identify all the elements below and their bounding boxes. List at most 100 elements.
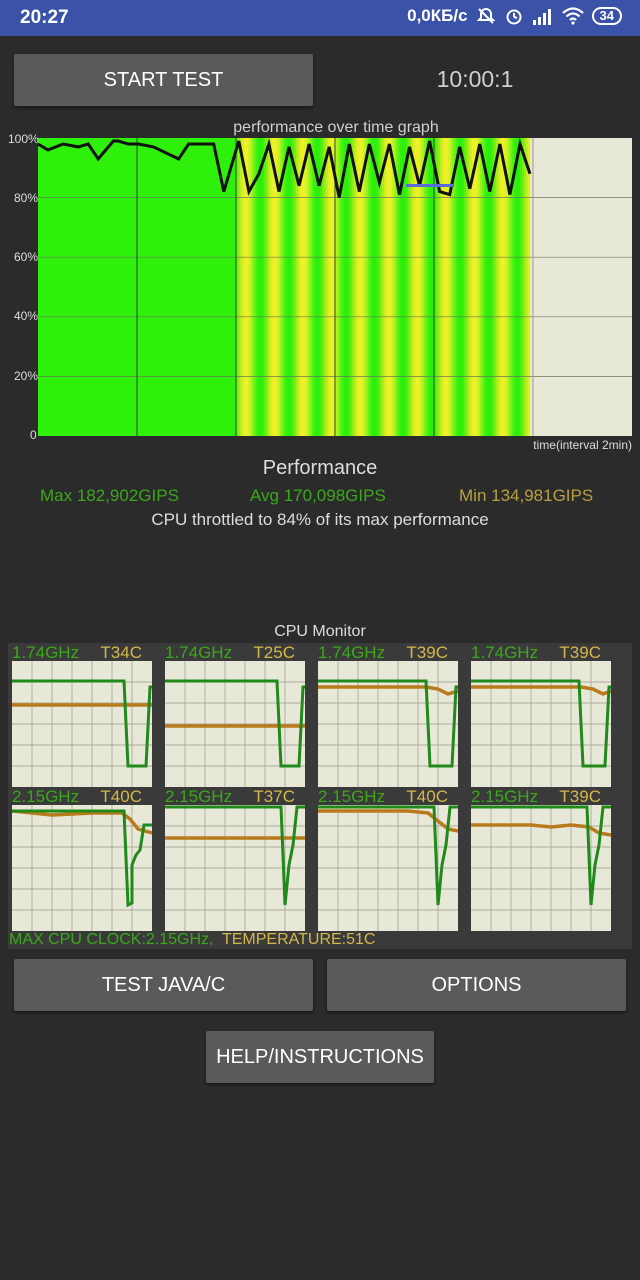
perf-band [150, 138, 153, 436]
perf-band [368, 138, 371, 436]
perf-band [120, 138, 123, 436]
perf-band [138, 138, 141, 436]
core-temp-line [318, 685, 459, 696]
perf-band [62, 138, 65, 436]
core-plot [471, 805, 612, 931]
performance-graph-svg [37, 138, 632, 436]
perf-band [476, 138, 479, 436]
graph-title: performance over time graph [233, 119, 439, 136]
perf-band [352, 138, 355, 436]
perf-band [186, 138, 189, 436]
perf-band [44, 138, 47, 436]
net-speed: 0,0КБ/с [407, 6, 468, 25]
perf-band [330, 138, 333, 436]
perf-band [296, 138, 299, 436]
perf-band [234, 138, 237, 436]
perf-band [86, 138, 89, 436]
core-temperature: T40C [100, 787, 142, 806]
perf-band [390, 138, 393, 436]
perf-band [364, 138, 367, 436]
perf-band [526, 138, 529, 436]
signal-icon [532, 9, 551, 25]
perf-band [308, 138, 311, 436]
core-plot-svg [11, 805, 153, 931]
perf-band [376, 138, 379, 436]
core-plot-svg [471, 805, 612, 931]
perf-band [430, 138, 433, 436]
core-freq-line [318, 679, 458, 768]
perf-band [396, 138, 399, 436]
perf-band [106, 138, 109, 436]
start-test-button[interactable]: START TEST [14, 54, 313, 106]
perf-band [398, 138, 401, 436]
perf-band [516, 138, 519, 436]
core-freq-line [165, 679, 305, 768]
perf-band [424, 138, 427, 436]
perf-band [314, 138, 317, 436]
core-plot [12, 661, 152, 787]
perf-band [270, 138, 273, 436]
perf-band [252, 138, 255, 436]
options-button[interactable]: OPTIONS [327, 959, 626, 1011]
perf-band [254, 138, 257, 436]
perf-band [82, 138, 85, 436]
core-freq-line [318, 805, 458, 906]
perf-band [524, 138, 527, 436]
perf-band [60, 138, 63, 436]
perf-band [166, 138, 169, 436]
core-plot-svg [318, 805, 459, 931]
perf-band [402, 138, 405, 436]
core-plot [318, 661, 459, 787]
perf-band [474, 138, 477, 436]
perf-band [288, 138, 291, 436]
perf-band [198, 138, 201, 436]
perf-band [512, 138, 515, 436]
core-freq-line [471, 805, 611, 906]
perf-band [394, 138, 397, 436]
cpu-core-2: 1.74GHz T39C [314, 643, 459, 788]
perf-band [190, 138, 193, 436]
perf-band [224, 138, 227, 436]
perf-band [436, 138, 439, 436]
perf-band [452, 138, 455, 436]
perf-band [440, 138, 443, 436]
perf-band [278, 138, 281, 436]
core-plot-svg [318, 661, 459, 787]
perf-band [470, 138, 473, 436]
core-frequency: 2.15GHz [12, 787, 80, 806]
perf-band [140, 138, 143, 436]
perf-band [486, 138, 489, 436]
max-performance: Max 182,902GIPS [40, 486, 179, 505]
perf-band [260, 138, 263, 436]
cpu-core-5: 2.15GHz T37C [161, 787, 305, 932]
perf-band [400, 138, 403, 436]
min-performance: Min 134,981GIPS [459, 486, 594, 505]
core-temp-line [471, 823, 612, 837]
perf-band [298, 138, 301, 436]
perf-band [366, 138, 369, 436]
perf-band [170, 138, 173, 436]
core-temperature: T37C [253, 787, 295, 806]
perf-band [38, 138, 41, 436]
perf-band [388, 138, 391, 436]
perf-band [130, 138, 133, 436]
help-button[interactable]: HELP/INSTRUCTIONS [206, 1031, 434, 1083]
perf-band [450, 138, 453, 436]
perf-band [426, 138, 429, 436]
perf-band [384, 138, 387, 436]
core-temperature: T39C [406, 643, 448, 662]
perf-band [268, 138, 271, 436]
perf-band [454, 138, 457, 436]
perf-band [168, 138, 171, 436]
test-java-button[interactable]: TEST JAVA/C [14, 959, 313, 1011]
perf-band [264, 138, 267, 436]
max-clock-text: MAX CPU CLOCK:2.15GHz, [9, 931, 214, 948]
core-freq-line [165, 805, 305, 906]
perf-band [142, 138, 145, 436]
y-tick-80: 80% [14, 191, 39, 205]
perf-band [174, 138, 177, 436]
perf-band [240, 138, 243, 436]
perf-band [382, 138, 385, 436]
core-temp-line [11, 809, 153, 835]
perf-band [496, 138, 499, 436]
